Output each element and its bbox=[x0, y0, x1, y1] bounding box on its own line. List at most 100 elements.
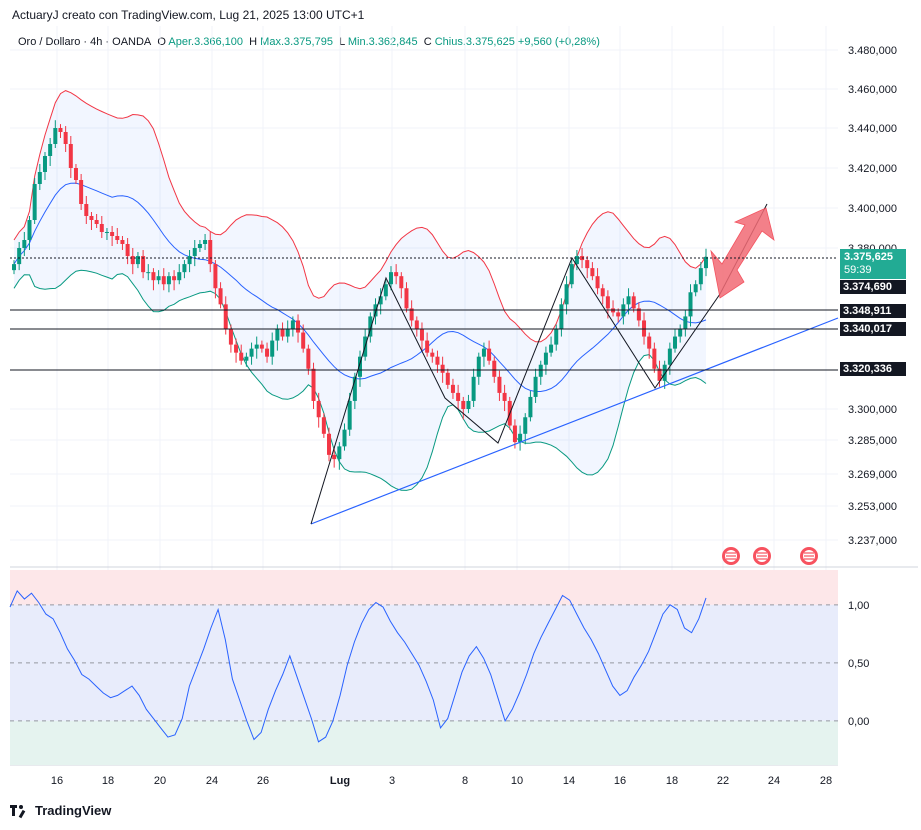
candle-body bbox=[141, 256, 146, 273]
candle-body bbox=[239, 352, 244, 361]
candle-body bbox=[172, 276, 177, 281]
open-label: O bbox=[157, 36, 166, 48]
candle-body bbox=[42, 156, 47, 172]
candle-body bbox=[58, 128, 63, 132]
candle-body bbox=[156, 276, 161, 281]
tradingview-logo-icon bbox=[10, 804, 30, 818]
close-label: C bbox=[423, 36, 432, 48]
candle-body bbox=[270, 340, 275, 357]
candle-body bbox=[425, 340, 430, 353]
candle-body bbox=[352, 376, 357, 401]
candle-body bbox=[146, 272, 151, 274]
candle-body bbox=[626, 296, 631, 305]
x-tick-label: 20 bbox=[154, 775, 166, 787]
candle-body bbox=[73, 168, 78, 180]
axes: 3.480,000 3.460,000 3.440,000 3.420,000 3.40… bbox=[51, 45, 897, 787]
event-icons[interactable] bbox=[722, 547, 818, 565]
low-value: Min.3.362,845 bbox=[347, 36, 418, 48]
brand-name: TradingView bbox=[35, 803, 112, 818]
candle-body bbox=[657, 368, 662, 381]
candle-body bbox=[223, 304, 228, 329]
candle-body bbox=[259, 344, 264, 349]
y-tick-label: 3.440,000 bbox=[848, 123, 897, 135]
symbol-label[interactable]: Oro / Dollaro · 4h · OANDA bbox=[18, 36, 152, 48]
band-lower-line bbox=[13, 269, 707, 491]
candle-body bbox=[435, 356, 440, 365]
candle-body bbox=[254, 344, 259, 349]
candle-body bbox=[187, 256, 192, 265]
candle-body bbox=[616, 312, 621, 317]
candle-body bbox=[151, 272, 156, 281]
candle-body bbox=[79, 180, 84, 204]
candle-body bbox=[476, 356, 481, 377]
candle-body bbox=[311, 368, 316, 401]
candle-body bbox=[631, 296, 636, 309]
candle-body bbox=[48, 144, 53, 156]
candle-body bbox=[538, 364, 543, 377]
candle-body bbox=[595, 276, 600, 289]
candle-body bbox=[249, 348, 254, 357]
candle-body bbox=[590, 268, 595, 277]
candle-body bbox=[673, 336, 678, 349]
candle-body bbox=[94, 220, 99, 224]
low-label: L bbox=[339, 36, 345, 48]
osc-y-tick-label: 0,50 bbox=[848, 658, 869, 670]
x-tick-label: 18 bbox=[102, 775, 114, 787]
candle-body bbox=[693, 284, 698, 293]
high-value: Max.3.375,795 bbox=[260, 36, 333, 48]
candle-body bbox=[218, 288, 223, 305]
candle-body bbox=[543, 352, 548, 365]
projected-arrow bbox=[710, 207, 775, 299]
candle-body bbox=[337, 446, 342, 460]
candle-body bbox=[27, 220, 32, 240]
band-upper-line bbox=[13, 90, 707, 343]
candle-body bbox=[683, 316, 688, 329]
candle-body bbox=[419, 328, 424, 341]
candle-body bbox=[662, 364, 667, 381]
candle-body bbox=[275, 328, 280, 341]
candle-body bbox=[569, 264, 574, 285]
candle-body bbox=[450, 384, 455, 393]
candle-body bbox=[678, 328, 683, 337]
candle-body bbox=[383, 284, 388, 297]
candle-body bbox=[605, 296, 610, 309]
band-fill bbox=[14, 90, 706, 491]
candle-body bbox=[182, 264, 187, 273]
candle-body bbox=[409, 308, 414, 321]
candle-body bbox=[213, 264, 218, 289]
candle-body bbox=[487, 348, 492, 361]
osc-y-tick-label: 0,00 bbox=[848, 716, 869, 728]
candle-body bbox=[234, 344, 239, 353]
y-tick-label: 3.300,000 bbox=[848, 404, 897, 416]
candle-body bbox=[523, 417, 528, 434]
candle-body bbox=[115, 236, 120, 240]
candle-body bbox=[358, 356, 362, 377]
candle-body bbox=[296, 320, 301, 333]
candle-body bbox=[32, 184, 37, 220]
candle-body bbox=[559, 304, 564, 329]
candle-body bbox=[192, 248, 197, 257]
y-tick-label: 3.237,000 bbox=[848, 535, 897, 547]
price-levels[interactable] bbox=[10, 257, 838, 371]
candle-body bbox=[280, 328, 285, 337]
candle-body bbox=[161, 276, 166, 285]
tradingview-footer[interactable]: TradingView bbox=[10, 803, 111, 818]
candle-body bbox=[290, 320, 295, 329]
candle-body bbox=[461, 400, 466, 409]
price-tag-1: 3.374,690 bbox=[840, 280, 906, 294]
y-tick-label: 3.400,000 bbox=[848, 203, 897, 215]
candle-body bbox=[342, 429, 347, 447]
candle-body bbox=[37, 172, 42, 184]
candle-body bbox=[316, 400, 321, 418]
candle-body bbox=[399, 276, 404, 289]
candle-body bbox=[301, 332, 306, 349]
candle-body bbox=[53, 128, 58, 144]
x-tick-label: 8 bbox=[462, 775, 468, 787]
candle-body bbox=[12, 264, 16, 271]
candle-body bbox=[481, 348, 486, 357]
neutral-zone bbox=[10, 604, 838, 721]
candle-body bbox=[177, 272, 182, 281]
candle-body bbox=[104, 232, 109, 233]
last-price-value: 3.375,625 bbox=[844, 251, 893, 263]
